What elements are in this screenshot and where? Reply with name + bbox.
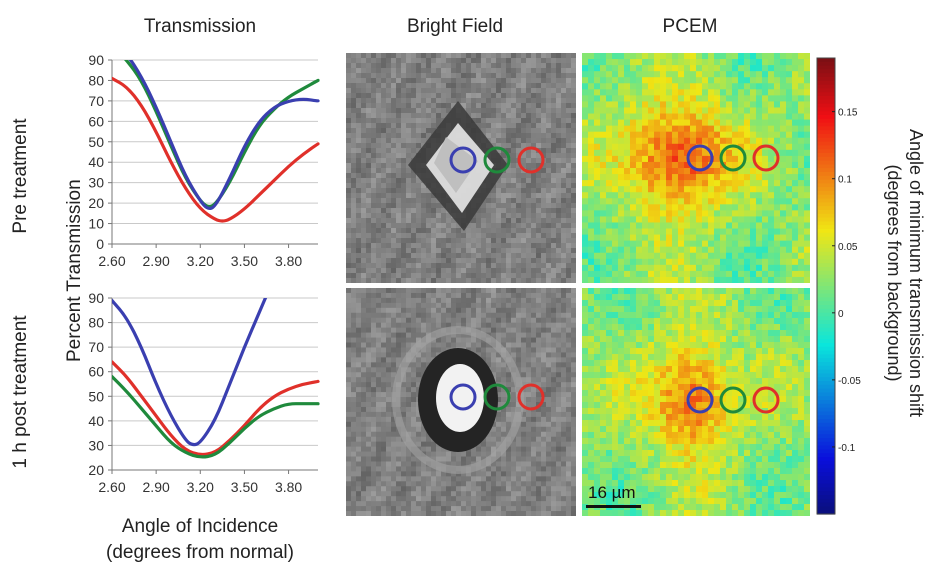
- x-tick-label: 2.90: [143, 253, 170, 269]
- red-marker-circle: [752, 386, 780, 414]
- colorbar-title-line1: Angle of minimum transmission shift: [906, 128, 926, 418]
- pcem-image-pre: [582, 53, 810, 283]
- x-tick-label: 3.20: [187, 253, 214, 269]
- x-tick-label: 3.80: [275, 253, 302, 269]
- blue-marker-circle: [686, 144, 714, 172]
- y-tick-label: 90: [88, 52, 104, 68]
- y-tick-label: 30: [88, 175, 104, 191]
- colorbar-tick-label: 0.05: [838, 242, 858, 253]
- y-tick-label: 60: [88, 364, 104, 380]
- y-tick-label: 20: [88, 462, 104, 478]
- green-marker-circle: [483, 146, 511, 174]
- series-line: [123, 60, 320, 209]
- green-marker-circle: [719, 386, 747, 414]
- y-tick-label: 40: [88, 413, 104, 429]
- colorbar-tick-label: 0.1: [838, 175, 852, 186]
- y-tick-label: 70: [88, 93, 104, 109]
- series-line: [112, 375, 320, 459]
- series-line: [112, 76, 320, 223]
- y-tick-label: 50: [88, 388, 104, 404]
- bright-field-title: Bright Field: [406, 16, 504, 37]
- x-tick-label: 3.80: [275, 479, 302, 494]
- y-tick-label: 70: [88, 339, 104, 355]
- colorbar-tick-label: -0.05: [838, 376, 861, 387]
- transmission-chart-post: 20 30 40 50 60 70 80 90 2.60 2.90 3.20 3.50 3.80: [88, 290, 320, 494]
- y-tick-label: 40: [88, 154, 104, 170]
- bright-field-image-post: [346, 288, 576, 516]
- y-tick-label: 10: [88, 216, 104, 232]
- series-line: [128, 60, 320, 210]
- series-line: [112, 298, 268, 447]
- blue-marker-circle: [449, 383, 477, 411]
- x-tick-label: 2.60: [98, 253, 125, 269]
- red-marker-circle: [517, 383, 545, 411]
- x-tick-label: 2.60: [98, 479, 125, 494]
- pcem-image-post: [582, 288, 810, 516]
- green-marker-circle: [719, 144, 747, 172]
- y-tick-label: 60: [88, 113, 104, 129]
- colorbar-title: Angle of minimum transmission shift (deg…: [881, 103, 927, 443]
- x-tick-label: 3.50: [231, 479, 258, 494]
- colorbar-tick-label: -0.1: [838, 443, 856, 454]
- x-tick-label: 3.20: [187, 479, 214, 494]
- colorbar-tick-label: 0.15: [838, 108, 858, 119]
- pcem-title: PCEM: [662, 16, 718, 37]
- bright-field-image-pre: [346, 53, 576, 283]
- series-line: [112, 360, 320, 457]
- y-tick-label: 80: [88, 315, 104, 331]
- y-tick-label: 80: [88, 72, 104, 88]
- y-tick-label: 50: [88, 134, 104, 150]
- y-tick-label: 30: [88, 437, 104, 453]
- scale-bar-label: 16 µm: [588, 483, 636, 502]
- colorbar-title-line2: (degrees from background): [884, 164, 904, 382]
- y-tick-label: 0: [96, 236, 104, 252]
- blue-marker-circle: [686, 386, 714, 414]
- x-tick-label: 3.50: [231, 253, 258, 269]
- colorbar-tick-label: 0: [838, 309, 844, 320]
- x-tick-label: 2.90: [143, 479, 170, 494]
- y-tick-label: 90: [88, 290, 104, 306]
- scale-bar: [586, 505, 641, 508]
- transmission-chart-pre: 0 10 20 30 40 50 60 70 80 90 2.60 2.90 3.20 3.50 3.80: [88, 52, 320, 269]
- row-label-pre-treatment: Pre treatment: [10, 118, 31, 234]
- x-axis-title-line2: (degrees from normal): [106, 542, 294, 563]
- transmission-title: Transmission: [143, 16, 257, 37]
- colorbar: 0.15 0.1 0.05 0 -0.05 -0.1: [816, 57, 861, 515]
- x-axis-title-line1: Angle of Incidence: [121, 516, 279, 537]
- red-marker-circle: [517, 146, 545, 174]
- row-label-post-treatment: 1 h post treatment: [10, 315, 31, 469]
- y-tick-label: 20: [88, 195, 104, 211]
- red-marker-circle: [752, 144, 780, 172]
- blue-marker-circle: [449, 146, 477, 174]
- green-marker-circle: [483, 383, 511, 411]
